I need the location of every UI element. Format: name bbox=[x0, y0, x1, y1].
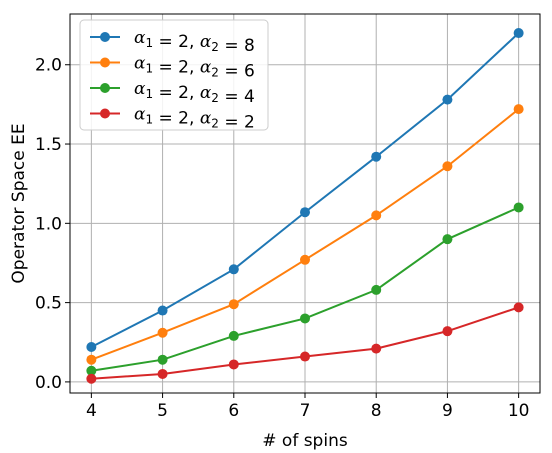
series-layer bbox=[86, 28, 524, 384]
data-point bbox=[157, 354, 168, 365]
data-point bbox=[228, 330, 239, 341]
data-point bbox=[371, 210, 382, 221]
data-point bbox=[513, 302, 524, 313]
legend-item: α1 = 2, α2 = 6 bbox=[90, 54, 255, 82]
legend: α1 = 2, α2 = 8α1 = 2, α2 = 6α1 = 2, α2 =… bbox=[79, 19, 269, 133]
y-tick-label: 1.0 bbox=[35, 214, 62, 234]
x-tick-label: 9 bbox=[442, 401, 453, 421]
data-point bbox=[442, 234, 453, 245]
data-point bbox=[228, 299, 239, 310]
data-point bbox=[513, 28, 524, 39]
legend-label: α1 = 2, α2 = 8 bbox=[134, 28, 255, 56]
data-point bbox=[228, 264, 239, 275]
data-point bbox=[300, 351, 310, 362]
y-tick-label: 2.0 bbox=[35, 56, 62, 76]
x-tick-label: 4 bbox=[86, 401, 97, 421]
x-tick-label: 10 bbox=[508, 401, 530, 421]
data-point bbox=[157, 305, 168, 316]
data-point bbox=[86, 365, 97, 376]
legend-marker bbox=[100, 57, 110, 68]
data-point bbox=[513, 104, 524, 115]
x-tick-label: 7 bbox=[300, 401, 311, 421]
data-point bbox=[86, 342, 97, 353]
legend-item: α1 = 2, α2 = 2 bbox=[90, 105, 255, 133]
x-tick-label: 5 bbox=[157, 401, 168, 421]
y-tick-label: 0.5 bbox=[35, 294, 62, 314]
series-3 bbox=[86, 202, 524, 376]
x-tick-label: 8 bbox=[371, 401, 382, 421]
series-1 bbox=[86, 28, 524, 353]
y-axis-label: Operator Space EE bbox=[9, 123, 29, 283]
data-point bbox=[157, 327, 168, 338]
legend-marker bbox=[100, 32, 110, 42]
data-point bbox=[442, 161, 453, 172]
data-point bbox=[371, 151, 382, 162]
data-point bbox=[371, 343, 382, 354]
data-point bbox=[228, 359, 239, 370]
legend-item: α1 = 2, α2 = 8 bbox=[90, 28, 255, 56]
data-point bbox=[86, 373, 97, 384]
x-tick-label: 6 bbox=[228, 401, 239, 421]
ticks: 4 5 6 7 8 9 10 0.0 0.5 1.0 1.5 2.0 bbox=[35, 56, 530, 421]
series-2 bbox=[86, 104, 524, 365]
x-axis-label: # of spins bbox=[262, 431, 348, 451]
data-point bbox=[300, 254, 310, 265]
legend-label: α1 = 2, α2 = 4 bbox=[134, 79, 255, 107]
data-point bbox=[300, 207, 310, 218]
y-tick-label: 0.0 bbox=[35, 373, 62, 393]
legend-label: α1 = 2, α2 = 6 bbox=[134, 54, 255, 82]
data-point bbox=[157, 368, 168, 379]
data-point bbox=[300, 313, 310, 324]
data-point bbox=[442, 94, 453, 105]
data-point bbox=[513, 202, 524, 213]
y-tick-label: 1.5 bbox=[35, 135, 62, 155]
legend-marker bbox=[100, 83, 110, 93]
data-point bbox=[442, 326, 453, 337]
legend-label: α1 = 2, α2 = 2 bbox=[134, 105, 255, 133]
data-point bbox=[371, 284, 382, 295]
legend-item: α1 = 2, α2 = 4 bbox=[90, 79, 255, 107]
data-point bbox=[86, 354, 97, 365]
legend-marker bbox=[100, 108, 110, 119]
series-4 bbox=[86, 302, 524, 384]
legend-frame bbox=[79, 19, 269, 131]
